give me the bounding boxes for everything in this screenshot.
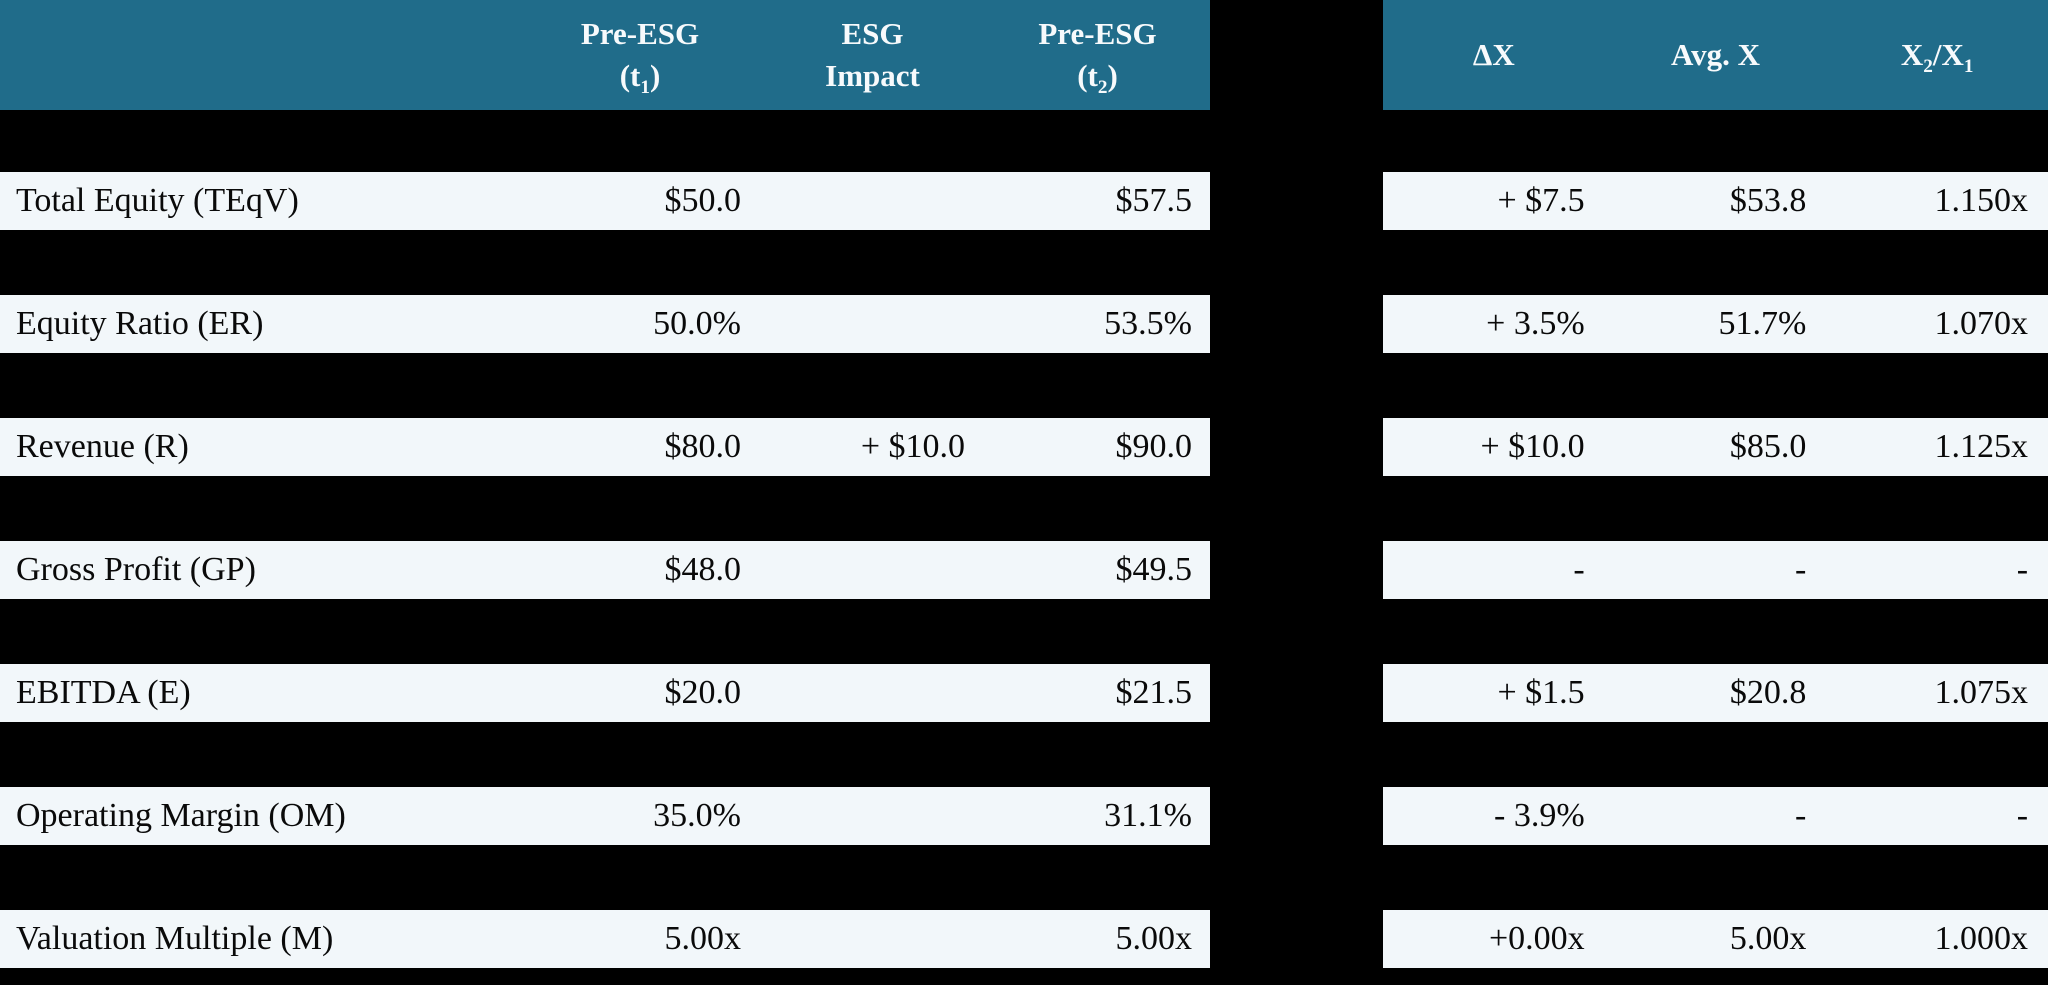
cell-delta-x: + $7.5: [1497, 182, 1585, 219]
column-header-pre-esg-t1: Pre-ESG (t1): [520, 0, 760, 110]
cell-delta-x: + $10.0: [1480, 428, 1585, 465]
table-row-total-equity: Total Equity (TEqV) $50.0 $57.5: [0, 172, 1210, 230]
header-line: ΔX: [1472, 37, 1515, 72]
cell-ratio: 1.075x: [1934, 674, 2029, 711]
cell-avg-x: -: [1795, 551, 1807, 588]
header-line: Pre-ESG: [1038, 16, 1157, 51]
subscript: 2: [1923, 56, 1933, 78]
table-row-operating-margin: Operating Margin (OM) 35.0% 31.1%: [0, 787, 1210, 845]
cell-esg-impact: + $10.0: [860, 428, 965, 465]
table-row-valuation-multiple-delta: +0.00x 5.00x 1.000x: [1383, 910, 2048, 968]
metric-label: Total Equity (TEqV): [16, 182, 299, 219]
cell-ratio: 1.125x: [1934, 428, 2029, 465]
cell-avg-x: $20.8: [1729, 674, 1807, 711]
cell-avg-x: 5.00x: [1729, 920, 1807, 957]
metric-label: Revenue (R): [16, 428, 189, 465]
metric-label: Equity Ratio (ER): [16, 305, 264, 342]
cell-delta-x: + $1.5: [1497, 674, 1585, 711]
header-line: X2/X1: [1900, 37, 1974, 78]
pre-esg-table-header: Pre-ESG (t1) ESG Impact Pre-ESG (t2): [0, 0, 1210, 110]
column-header-pre-esg-t2: Pre-ESG (t2): [985, 0, 1210, 110]
table-row-equity-ratio-delta: + 3.5% 51.7% 1.070x: [1383, 295, 2048, 353]
table-row-revenue: Revenue (R) $80.0 + $10.0 $90.0: [0, 418, 1210, 476]
cell-delta-x: - 3.9%: [1494, 797, 1585, 834]
cell-ratio: 1.070x: [1934, 305, 2029, 342]
table-row-gross-profit: Gross Profit (GP) $48.0 $49.5: [0, 541, 1210, 599]
cell-t2: 5.00x: [1115, 920, 1193, 957]
cell-t2: $49.5: [1115, 551, 1193, 588]
subscript: 1: [1963, 56, 1974, 78]
header-cell-empty: [0, 0, 520, 110]
cell-avg-x: $53.8: [1729, 182, 1807, 219]
metric-label: Gross Profit (GP): [16, 551, 256, 588]
header-line: ESG: [841, 16, 904, 51]
cell-t1: $50.0: [664, 182, 742, 219]
cell-delta-x: + 3.5%: [1486, 305, 1585, 342]
cell-t1: 50.0%: [653, 305, 741, 342]
table-row-valuation-multiple: Valuation Multiple (M) 5.00x 5.00x: [0, 910, 1210, 968]
cell-delta-x: -: [1573, 551, 1585, 588]
cell-ratio: 1.000x: [1934, 920, 2029, 957]
cell-t1: $80.0: [664, 428, 742, 465]
cell-avg-x: -: [1795, 797, 1807, 834]
table-row-ebitda-delta: + $1.5 $20.8 1.075x: [1383, 664, 2048, 722]
cell-t2: $57.5: [1115, 182, 1193, 219]
delta-table-body: + $7.5 $53.8 1.150x + 3.5% 51.7% 1.070x …: [1383, 172, 2048, 985]
cell-avg-x: $85.0: [1729, 428, 1807, 465]
column-header-avg-x: Avg. X: [1605, 0, 1827, 110]
cell-t1: $20.0: [664, 674, 742, 711]
cell-ratio: -: [2016, 551, 2029, 588]
table-row-ebitda: EBITDA (E) $20.0 $21.5: [0, 664, 1210, 722]
cell-delta-x: +0.00x: [1488, 920, 1585, 957]
cell-t1: 5.00x: [664, 920, 742, 957]
table-row-equity-ratio: Equity Ratio (ER) 50.0% 53.5%: [0, 295, 1210, 353]
header-line: Impact: [825, 58, 920, 93]
cell-t2: 53.5%: [1104, 305, 1192, 342]
table-row-gross-profit-delta: - - -: [1383, 541, 2048, 599]
column-header-esg-impact: ESG Impact: [760, 0, 985, 110]
subscript: 2: [1097, 77, 1108, 99]
column-header-delta-x: ΔX: [1383, 0, 1605, 110]
table-row-total-equity-delta: + $7.5 $53.8 1.150x: [1383, 172, 2048, 230]
pre-esg-table-body: Total Equity (TEqV) $50.0 $57.5 Equity R…: [0, 172, 1210, 985]
header-line: (t2): [1077, 58, 1118, 99]
table-row-revenue-delta: + $10.0 $85.0 1.125x: [1383, 418, 2048, 476]
header-line: Pre-ESG: [580, 16, 700, 51]
metric-label: EBITDA (E): [16, 674, 191, 711]
metric-label: Operating Margin (OM): [16, 797, 346, 834]
subscript: 1: [640, 77, 650, 99]
cell-t2: 31.1%: [1104, 797, 1192, 834]
column-header-x2-over-x1: X2/X1: [1826, 0, 2048, 110]
cell-t2: $90.0: [1115, 428, 1193, 465]
metric-label: Valuation Multiple (M): [16, 920, 334, 957]
header-line: (t1): [619, 58, 661, 99]
cell-t2: $21.5: [1115, 674, 1193, 711]
cell-t1: 35.0%: [653, 797, 741, 834]
cell-t1: $48.0: [664, 551, 742, 588]
delta-table-header: ΔX Avg. X X2/X1: [1383, 0, 2048, 110]
cell-avg-x: 51.7%: [1718, 305, 1807, 342]
cell-ratio: -: [2016, 797, 2029, 834]
cell-ratio: 1.150x: [1934, 182, 2029, 219]
table-row-operating-margin-delta: - 3.9% - -: [1383, 787, 2048, 845]
header-line: Avg. X: [1671, 37, 1760, 72]
